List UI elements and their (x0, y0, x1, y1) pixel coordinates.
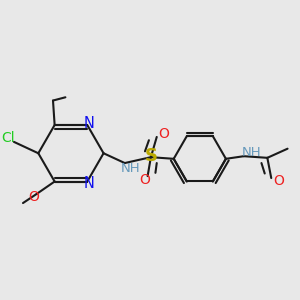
Text: S: S (144, 146, 158, 164)
Text: NH: NH (121, 162, 140, 176)
Text: O: O (158, 127, 169, 141)
Text: N: N (83, 176, 94, 190)
Text: Cl: Cl (1, 131, 15, 145)
Text: O: O (273, 174, 284, 188)
Text: N: N (83, 116, 94, 131)
Text: NH: NH (242, 146, 262, 159)
Text: O: O (139, 173, 150, 187)
Text: O: O (28, 190, 40, 203)
